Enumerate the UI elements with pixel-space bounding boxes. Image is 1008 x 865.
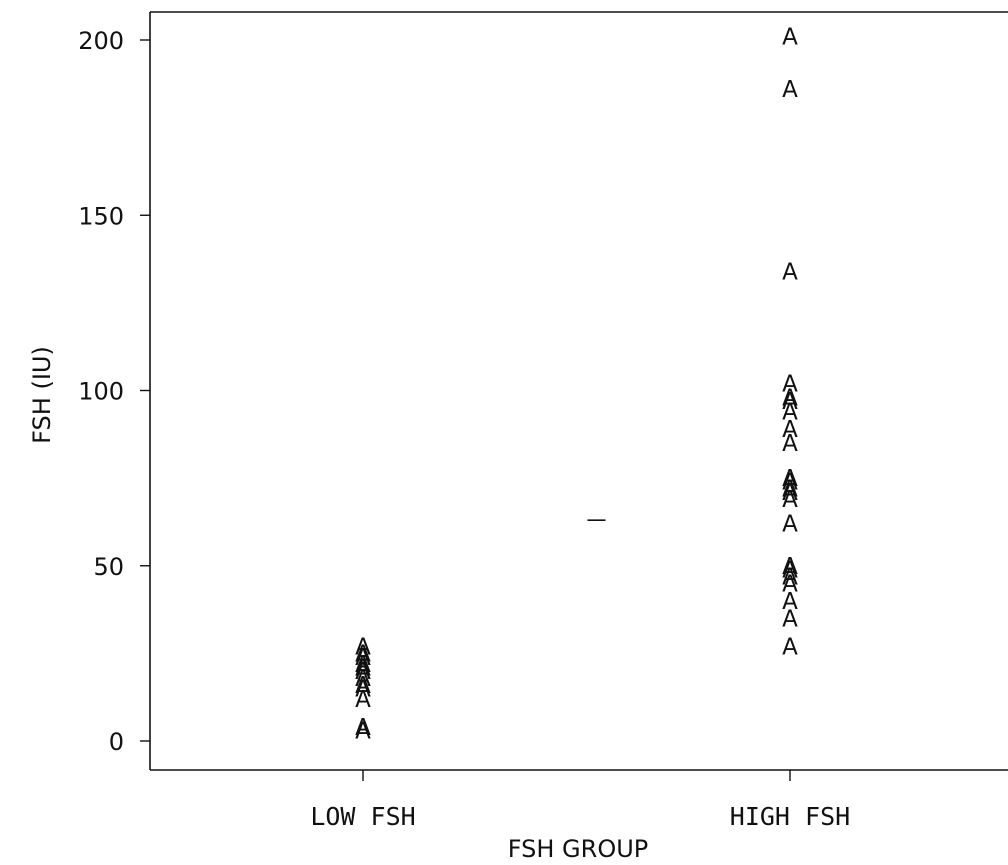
y-tick-label: 200	[78, 27, 124, 55]
data-points: AAAAAAAAAAAAAAAAAAAAAAAAAAAAAAAAAA	[355, 24, 798, 744]
data-point: A	[355, 634, 371, 660]
y-tick-label: 50	[93, 553, 124, 581]
x-category-label: HIGH FSH	[730, 802, 850, 831]
data-point: A	[782, 512, 798, 538]
data-point: A	[782, 554, 798, 580]
data-point: A	[782, 77, 798, 103]
data-point: A	[782, 371, 798, 397]
data-point: A	[782, 466, 798, 492]
y-axis-ticks: 0 50 100 150 200	[78, 27, 150, 756]
y-tick-label: 100	[78, 378, 124, 406]
x-axis-title: FSH GROUP	[508, 835, 649, 863]
data-point: A	[355, 715, 371, 741]
y-tick-label: 0	[109, 728, 124, 756]
x-axis-ticks: LOW FSH HIGH FSH	[310, 770, 850, 831]
y-axis-title: FSH (IU)	[28, 346, 56, 444]
data-point: A	[782, 259, 798, 285]
x-category-label: LOW FSH	[310, 802, 415, 831]
data-point: A	[782, 24, 798, 50]
y-tick-label: 150	[78, 202, 124, 230]
data-point: A	[782, 634, 798, 660]
